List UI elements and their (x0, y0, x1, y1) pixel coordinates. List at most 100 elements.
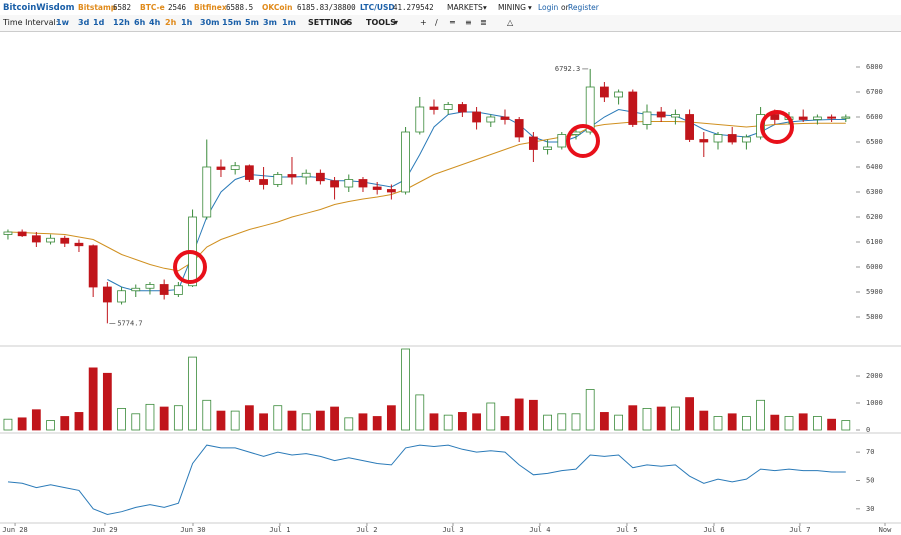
volume-bar (798, 413, 808, 431)
candle-body (813, 116, 822, 120)
candle-body (401, 131, 410, 193)
interval-button[interactable]: 5m (245, 18, 259, 27)
tools-menu[interactable]: TOOLS (366, 18, 396, 27)
volume-bar (401, 348, 410, 431)
candle-body (287, 174, 297, 178)
interval-button[interactable]: 3d (78, 18, 90, 27)
interval-button[interactable]: 3m (263, 18, 277, 27)
tool-icon[interactable]: + (420, 18, 427, 27)
interval-button[interactable]: 30m (200, 18, 220, 27)
y-tick-label: 0 (866, 426, 870, 434)
candle-body (31, 235, 41, 243)
register-link[interactable]: Register (568, 3, 599, 12)
volume-bar (74, 412, 84, 431)
volume-bar (244, 405, 254, 431)
volume-bar (841, 420, 851, 431)
interval-button[interactable]: 4h (149, 18, 161, 27)
x-tick-label: Jul 5 (616, 526, 637, 534)
x-tick-label: Jun 30 (180, 526, 205, 534)
ticker-name[interactable]: Bitfinex (194, 3, 227, 12)
interval-button[interactable]: 6h (134, 18, 146, 27)
tool-icon[interactable]: ═ (450, 18, 455, 27)
candle-body (741, 136, 751, 143)
settings-menu[interactable]: SETTINGS (308, 18, 353, 27)
tool-icon[interactable]: ∕ (435, 18, 438, 27)
candle-body (60, 237, 70, 244)
volume-bar (230, 410, 240, 431)
candle-body (457, 104, 467, 113)
tool-icon[interactable]: ≡ (465, 18, 472, 27)
volume-bar (543, 414, 552, 431)
interval-button[interactable]: 15m (222, 18, 242, 27)
interval-button[interactable]: 1m (282, 18, 296, 27)
candle-body (46, 237, 55, 243)
menu[interactable]: MINING (498, 3, 526, 12)
volume-bar (88, 367, 98, 431)
candle-body (628, 91, 638, 125)
x-tick-label: Jul 4 (529, 526, 550, 534)
interval-button[interactable]: 1w (56, 18, 69, 27)
candle-body (330, 180, 339, 188)
ticker-name[interactable]: LTC/USD (360, 3, 395, 12)
x-tick-label: Jul 2 (356, 526, 377, 534)
low-label: 5774.7 (117, 319, 142, 327)
y-tick-label: 6200 (866, 213, 883, 221)
volume-bar (102, 372, 112, 431)
candle-body (656, 111, 666, 118)
candle-body (699, 139, 709, 143)
tool-icon[interactable]: △ (507, 18, 514, 27)
candle-body (273, 174, 283, 185)
ticker-price: 41.279542 (393, 3, 434, 12)
interval-button[interactable]: 1h (181, 18, 193, 27)
volume-bar (131, 413, 141, 431)
candle-body (685, 114, 694, 140)
y-tick-label: 6700 (866, 88, 883, 96)
ticker-name[interactable]: OKCoin (262, 3, 293, 12)
volume-bar (528, 399, 538, 431)
ticker-name[interactable]: Bitstamp (78, 3, 117, 12)
candle-body (599, 86, 609, 98)
candle-body (17, 231, 27, 237)
candle-body (543, 146, 552, 150)
brand[interactable]: BitcoinWisdom (3, 3, 75, 13)
y-tick-label: 50 (866, 476, 874, 484)
interval-button[interactable]: 2h (165, 18, 177, 27)
volume-bar (472, 413, 481, 431)
volume-bar (60, 416, 70, 431)
y-tick-label: 2000 (866, 372, 883, 380)
candle-body (159, 284, 169, 295)
candle-body (386, 189, 396, 193)
candle-body (358, 179, 368, 188)
y-tick-label: 6000 (866, 263, 883, 271)
volume-bar (784, 416, 794, 431)
ticker-name[interactable]: BTC-e (140, 3, 165, 12)
candle-body (102, 286, 112, 303)
tool-icon[interactable]: ≣ (480, 18, 487, 27)
y-tick-label: 1000 (866, 399, 883, 407)
candle-body (827, 116, 837, 119)
candle-body (557, 134, 567, 148)
volume-bar (727, 413, 737, 431)
volume-bar (46, 420, 55, 431)
menu-caret: ▾ (483, 3, 487, 12)
login-link[interactable]: Login (538, 3, 559, 12)
volume-bar (756, 399, 766, 431)
menu[interactable]: MARKETS (447, 3, 483, 12)
candle-body (528, 136, 538, 150)
candle-body (301, 172, 311, 178)
volume-bar (344, 417, 354, 431)
volume-bar (287, 410, 297, 431)
candle-body (500, 116, 510, 120)
volume-bar (415, 394, 425, 431)
tools-caret: ▾ (394, 18, 399, 27)
volume-bar (315, 410, 325, 431)
candle-body (514, 119, 524, 138)
volume-bar (457, 412, 467, 431)
candle-body (486, 116, 496, 123)
interval-button[interactable]: 12h (113, 18, 130, 27)
candle-body (372, 186, 382, 190)
interval-label: Time Interval: (3, 18, 59, 27)
interval-button[interactable]: 1d (93, 18, 105, 27)
candle-body (713, 134, 723, 143)
